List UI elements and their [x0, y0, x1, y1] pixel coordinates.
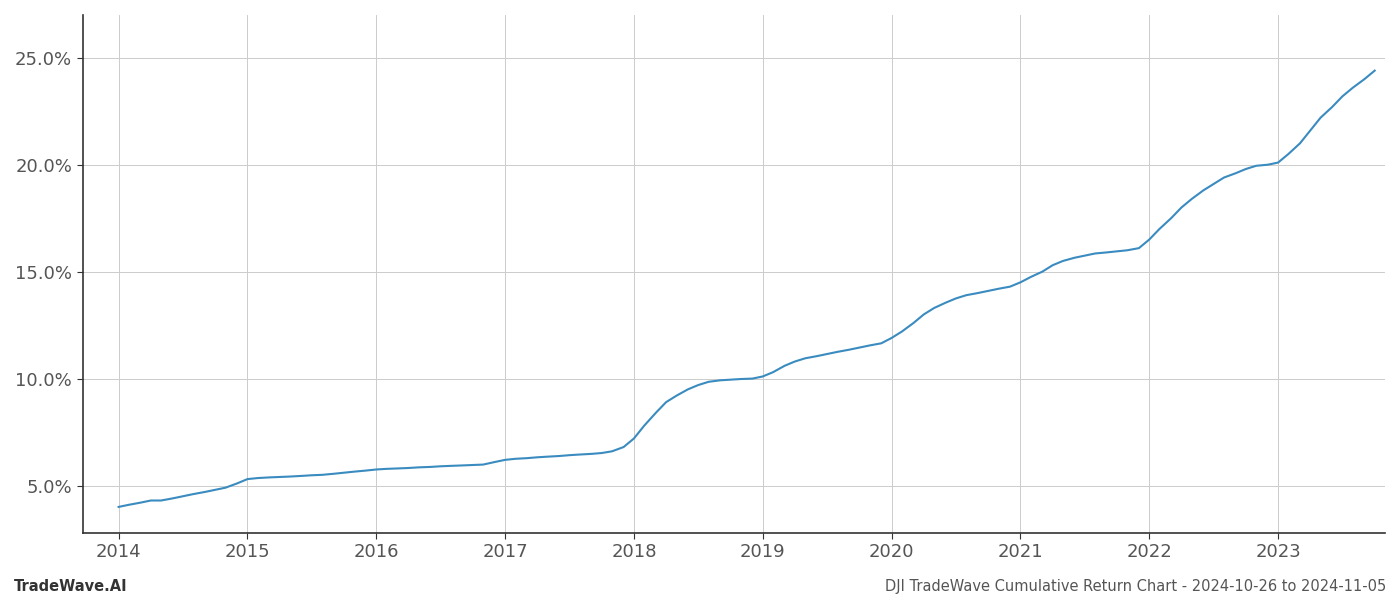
- Text: DJI TradeWave Cumulative Return Chart - 2024-10-26 to 2024-11-05: DJI TradeWave Cumulative Return Chart - …: [885, 579, 1386, 594]
- Text: TradeWave.AI: TradeWave.AI: [14, 579, 127, 594]
